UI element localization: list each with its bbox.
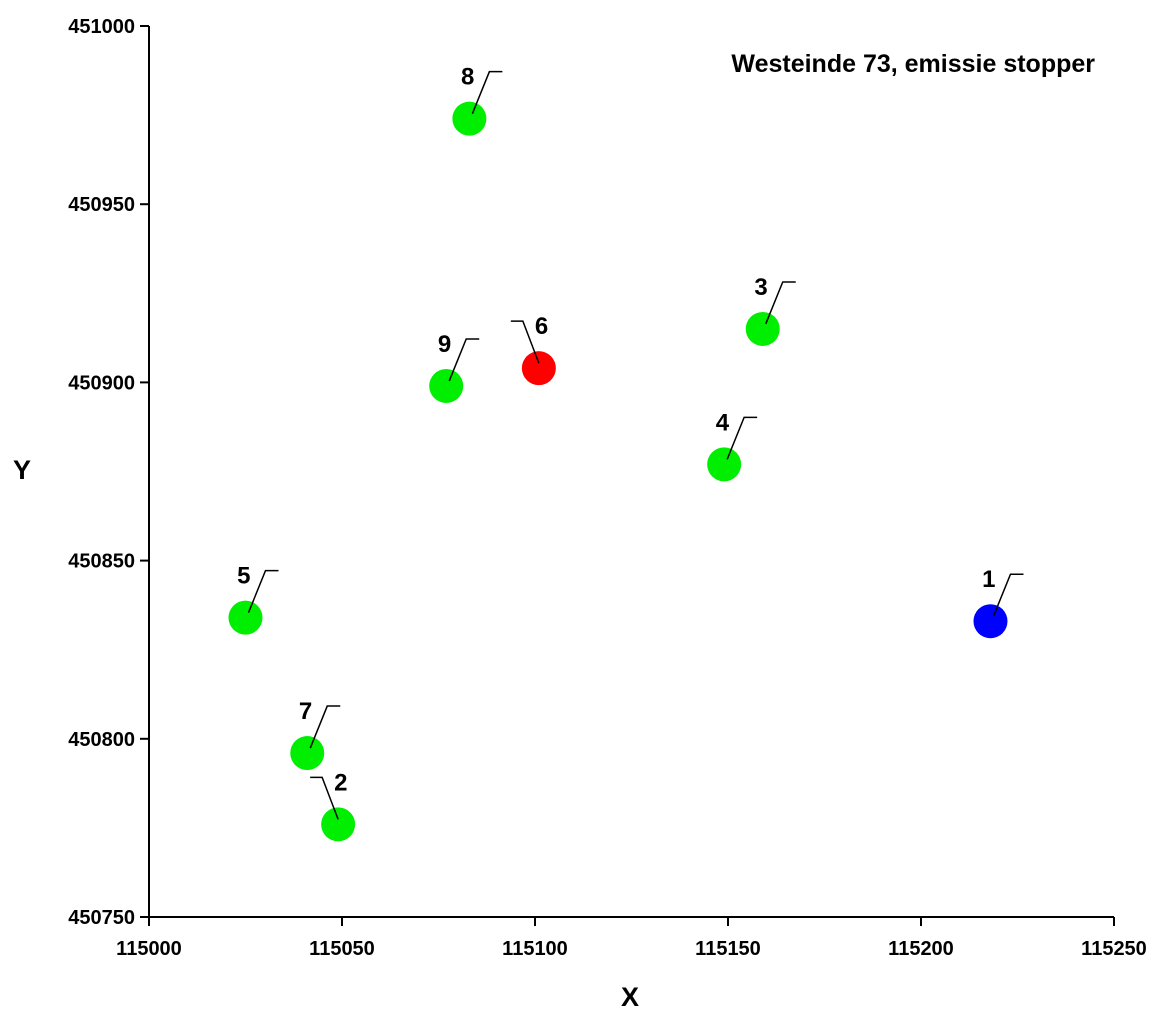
label-leader-line — [310, 776, 339, 820]
data-point-2: 2 — [310, 769, 356, 842]
point-marker — [521, 351, 556, 386]
point-marker — [228, 600, 263, 635]
y-tick-label: 451000 — [68, 16, 135, 38]
x-tick-label: 115150 — [695, 938, 761, 960]
data-point-3: 3 — [745, 274, 796, 346]
chart-title: Westeinde 73, emissie stopper — [731, 50, 1095, 78]
point-marker — [707, 447, 742, 482]
y-axis-title: Y — [13, 455, 31, 485]
data-point-9: 9 — [429, 331, 480, 403]
data-point-7: 7 — [290, 698, 341, 771]
label-leader-line — [448, 338, 480, 382]
y-tick-label: 450800 — [68, 729, 135, 751]
data-point-5: 5 — [228, 563, 279, 635]
data-point-1: 1 — [973, 566, 1024, 639]
y-tick-label: 450850 — [68, 551, 135, 573]
y-tick-label: 450950 — [68, 194, 135, 216]
y-tick-label: 450750 — [68, 907, 135, 929]
x-axis-title: X — [621, 982, 639, 1012]
point-marker — [745, 311, 780, 346]
data-point-8: 8 — [452, 64, 503, 136]
label-leader-line — [765, 281, 796, 325]
x-tick-label: 115200 — [888, 938, 954, 960]
point-label: 7 — [299, 698, 312, 725]
x-tick-label: 115000 — [116, 938, 182, 960]
point-label: 9 — [438, 331, 451, 358]
y-tick-label: 450900 — [68, 372, 135, 394]
point-marker — [290, 736, 325, 771]
x-axis-ticks: 115000 115050 115100 115150 115200 115250 — [116, 917, 1147, 960]
point-marker — [429, 368, 464, 403]
data-points: 1 2 3 4 5 6 7 8 9 — [228, 64, 1024, 842]
point-marker — [973, 604, 1008, 639]
label-leader-line — [510, 320, 540, 364]
label-leader-line — [247, 569, 279, 613]
point-label: 8 — [461, 64, 474, 91]
point-label: 1 — [982, 566, 995, 593]
y-axis-ticks: 450750 450800 450850 450900 450950 451000 — [68, 16, 149, 929]
data-point-4: 4 — [707, 409, 758, 482]
label-leader-line — [992, 573, 1024, 617]
point-label: 3 — [754, 274, 767, 301]
point-label: 5 — [237, 563, 250, 590]
label-leader-line — [309, 705, 341, 749]
label-leader-line — [726, 416, 758, 460]
point-marker — [321, 807, 356, 842]
label-leader-line — [471, 70, 503, 114]
x-tick-label: 115050 — [309, 938, 375, 960]
point-label: 4 — [716, 409, 730, 436]
x-tick-label: 115250 — [1081, 938, 1147, 960]
point-label: 6 — [535, 313, 548, 340]
data-point-6: 6 — [510, 313, 556, 386]
point-marker — [452, 101, 487, 136]
x-tick-label: 115100 — [502, 938, 568, 960]
point-label: 2 — [334, 769, 347, 796]
